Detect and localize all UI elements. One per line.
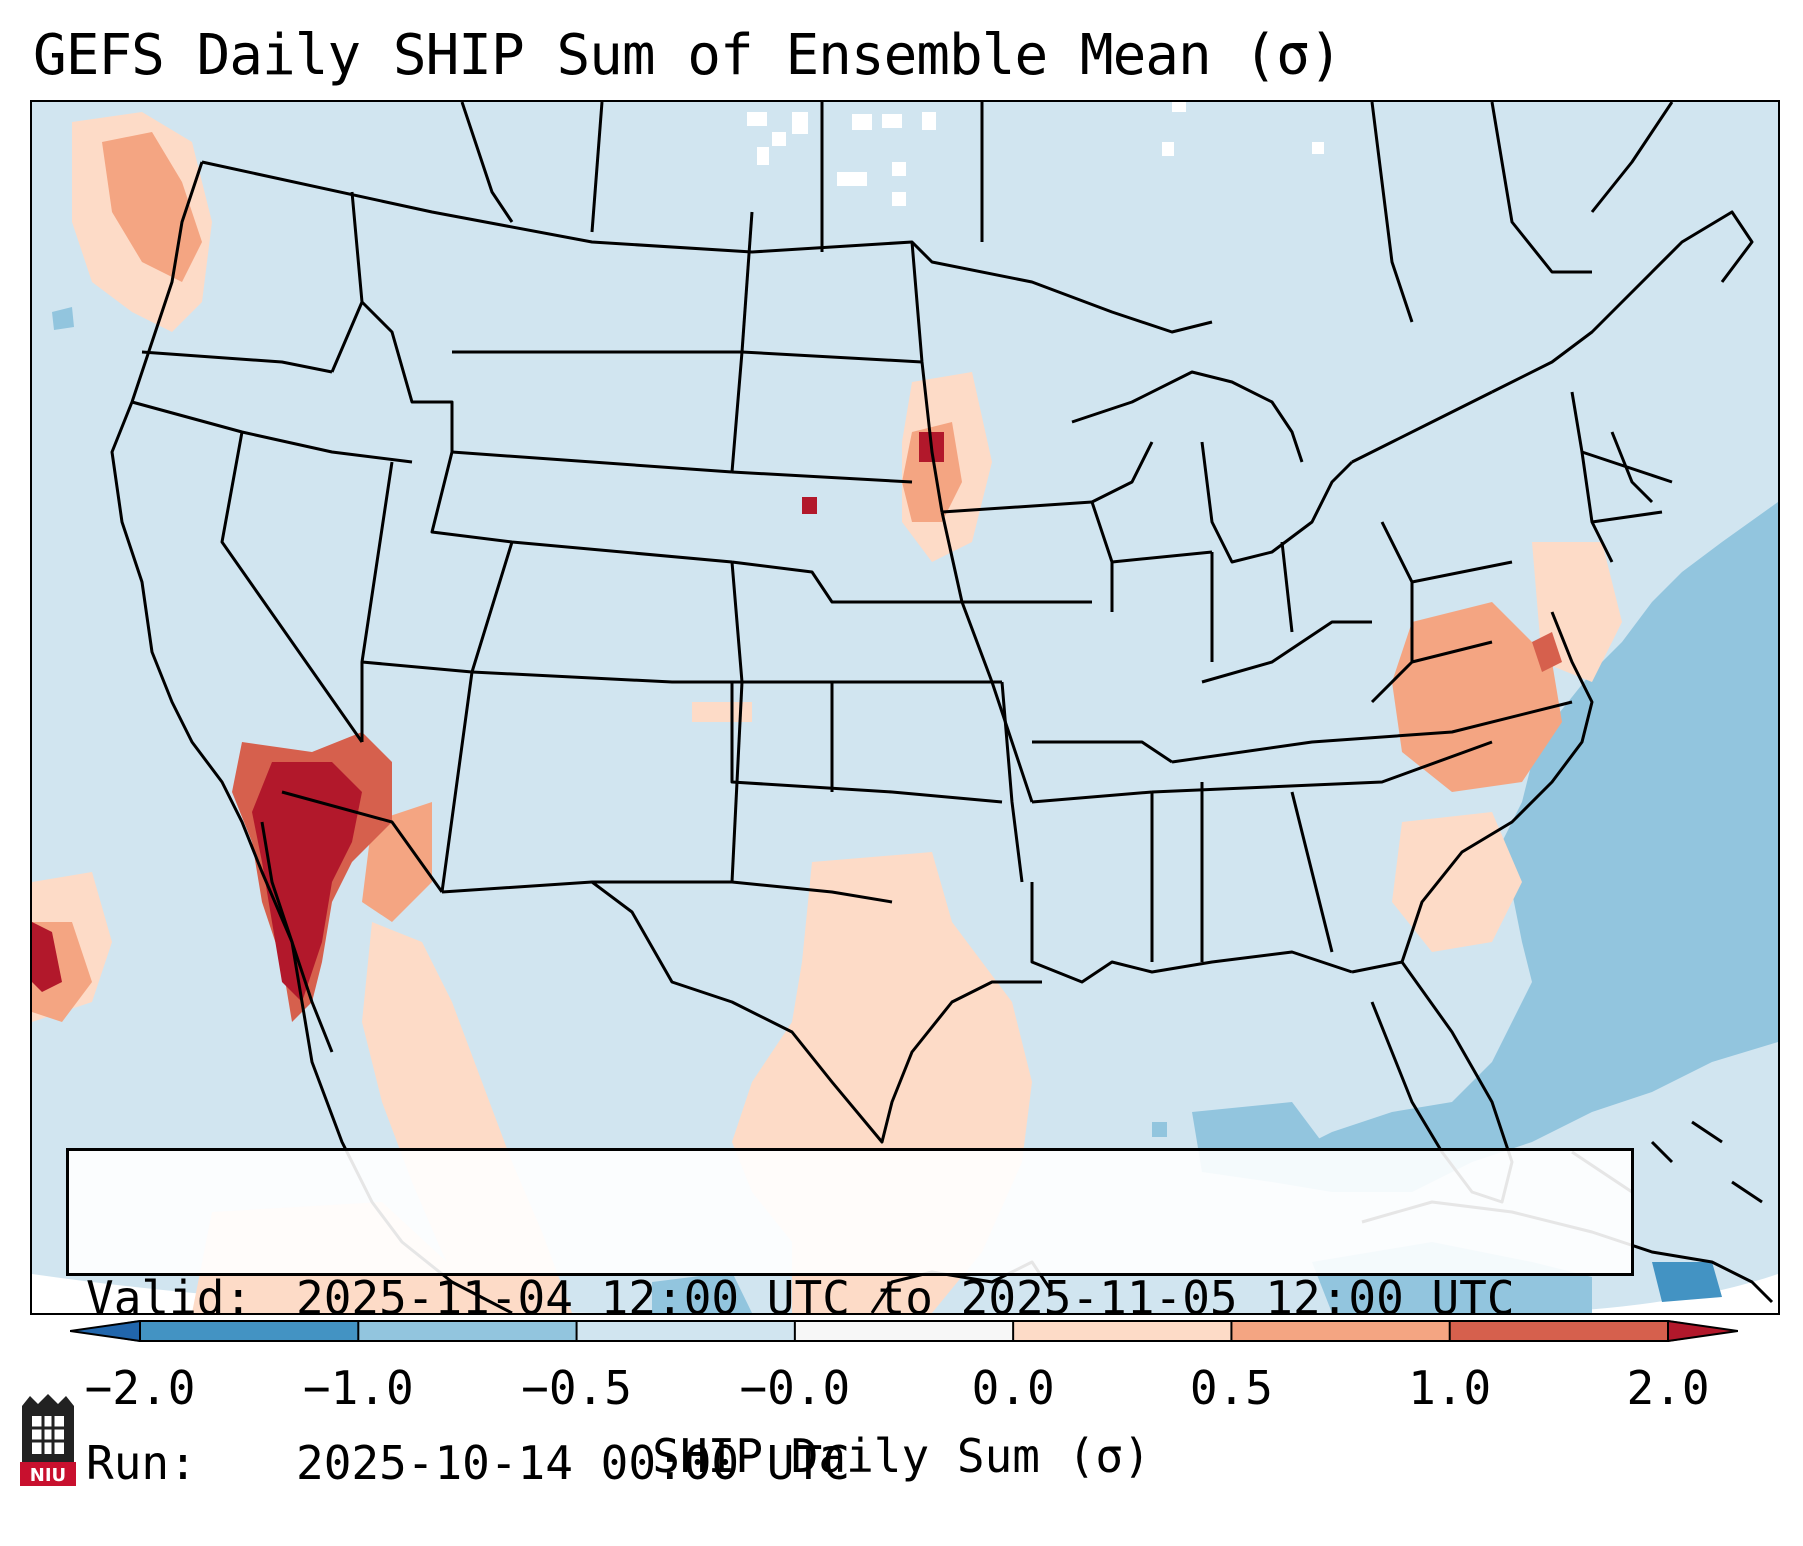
colorbar-bin — [794, 1320, 1014, 1342]
logo-window-icon — [32, 1416, 64, 1454]
anomaly-virginia-north-carolina — [1392, 602, 1562, 792]
colorbar-bin — [1449, 1320, 1669, 1342]
canada-white-patches — [747, 102, 1324, 206]
colorbar-tick-label: 0.5 — [1189, 1361, 1273, 1415]
valid-label: Valid: — [86, 1271, 253, 1325]
valid-line: Valid: 2025-11-04 12:00 UTC to 2025-11-05… — [86, 1271, 1631, 1326]
colorbar-tick-label: −2.0 — [84, 1361, 196, 1415]
anomaly-carolinas — [1392, 812, 1522, 952]
colorbar-bin — [140, 1320, 359, 1342]
run-line: Run: 2025-10-14 00:00 UTC — [86, 1436, 1631, 1491]
valid-run-info-box: Valid: 2025-11-04 12:00 UTC to 2025-11-05… — [66, 1148, 1634, 1490]
colorbar-bin — [1231, 1320, 1451, 1342]
map-canvas — [32, 102, 1778, 1313]
anomaly-nebraska-speck — [802, 497, 817, 514]
anomaly-western-atlantic — [1272, 502, 1778, 1192]
anomaly-cuba-region — [1652, 1262, 1722, 1302]
colorbar-tick-label: −0.5 — [521, 1361, 632, 1415]
anomaly-pacific-speck — [52, 307, 74, 330]
colorbar-bin — [1013, 1320, 1232, 1342]
colorbar-bin — [1668, 1320, 1738, 1342]
colorbar-tick-label: 1.0 — [1408, 1361, 1492, 1415]
map-panel — [30, 100, 1780, 1315]
colorbar-bin — [358, 1320, 578, 1342]
run-label: Run: — [86, 1436, 197, 1490]
anomaly-yucatan — [652, 1272, 752, 1313]
logo-banner — [20, 1462, 76, 1486]
colorbar-bin — [576, 1320, 796, 1342]
run-value: 2025-10-14 00:00 UTC — [296, 1436, 850, 1490]
niu-logo: NIU — [20, 1394, 76, 1486]
projection-edge-right — [1532, 1274, 1778, 1313]
colorbar-bin — [70, 1320, 140, 1342]
valid-value: 2025-11-04 12:00 UTC to 2025-11-05 12:00… — [296, 1271, 1515, 1325]
anomaly-new-mexico-speck — [692, 702, 752, 722]
map-title: GEFS Daily SHIP Sum of Ensemble Mean (σ) — [33, 23, 1343, 88]
colorbar-tick-label: 0.0 — [971, 1361, 1055, 1415]
anomaly-chesapeake — [1532, 632, 1562, 672]
colorbar-tick-label: −1.0 — [302, 1361, 414, 1415]
colorbar-tick-label: 2.0 — [1626, 1361, 1710, 1415]
colorbar — [70, 1320, 1738, 1342]
anomaly-southeast-south-dakota — [902, 422, 962, 522]
anomaly-gulf-speck — [1152, 1122, 1167, 1137]
anomaly-southern-california-arizona-border — [252, 762, 362, 1002]
anomaly-pacific-southwest-dark — [32, 922, 62, 992]
colorbar-tick-label: −0.0 — [739, 1361, 851, 1415]
logo-text: NIU — [30, 1465, 66, 1486]
colorbar-label: SHIP Daily Sum (σ) — [652, 1429, 1151, 1483]
